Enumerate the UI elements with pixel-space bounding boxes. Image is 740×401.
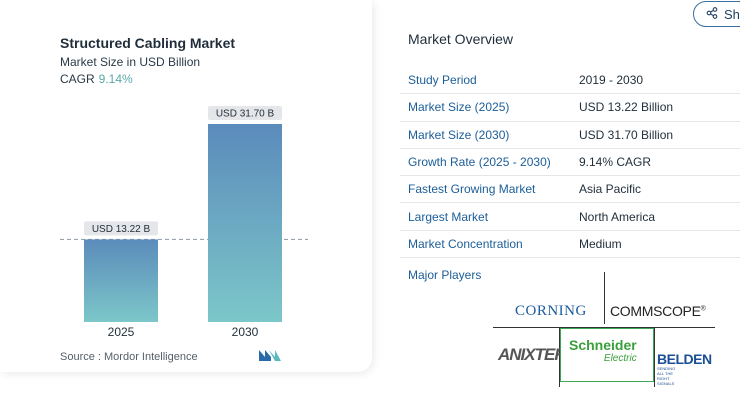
cagr-row: CAGR 9.14% <box>60 72 133 86</box>
cagr-value: 9.14% <box>98 72 133 86</box>
data-label: USD 31.70 B <box>216 109 275 120</box>
corning-logo: CORNING <box>515 303 587 319</box>
grid-divider <box>559 327 560 387</box>
overview-row: Market Concentration Medium <box>400 231 740 259</box>
anixter-logo: ANIXTER <box>498 345 567 364</box>
belden-tagline: SENDING ALL THE RIGHT SIGNALS <box>657 366 676 386</box>
overview-row: Growth Rate (2025 - 2030) 9.14% CAGR <box>400 149 740 177</box>
chart-card: Structured Cabling Market Market Size in… <box>0 0 372 372</box>
commscope-text: COMMSCOPE <box>610 303 701 319</box>
overview-row: Fastest Growing Market Asia Pacific <box>400 176 740 204</box>
overview-value: USD 31.70 Billion <box>579 127 674 142</box>
share-icon <box>706 6 718 22</box>
overview-table: Study Period 2019 - 2030 Market Size (202… <box>400 67 740 259</box>
share-button[interactable]: Sha <box>693 1 740 27</box>
bar-chart: USD 13.22 B 2025 USD 31.70 B 2030 <box>60 106 308 339</box>
overview-value: North America <box>579 209 656 224</box>
commscope-logo: COMMSCOPE® <box>610 303 706 319</box>
overview-value: 9.14% CAGR <box>579 155 652 170</box>
grid-divider <box>654 327 655 387</box>
overview-row: Study Period 2019 - 2030 <box>400 67 740 95</box>
overview-key: Market Size (2025) <box>408 100 510 115</box>
overview-row: Market Size (2025) USD 13.22 Billion <box>400 94 740 122</box>
major-players-label: Major Players <box>408 268 482 282</box>
overview-row: Market Size (2030) USD 31.70 Billion <box>400 122 740 149</box>
grid-divider <box>493 327 715 328</box>
x-tick-label: 2025 <box>108 325 135 339</box>
overview-key: Growth Rate (2025 - 2030) <box>408 155 551 170</box>
schneider-subtext: Electric <box>603 353 637 364</box>
overview-key: Largest Market <box>408 209 489 224</box>
overview-title: Market Overview <box>408 31 514 47</box>
schneider-logo: Schneider Electric <box>569 337 637 365</box>
schneider-logo-box <box>560 328 654 382</box>
bar-2030 <box>208 124 282 322</box>
overview-value: 2019 - 2030 <box>579 73 644 88</box>
chart-source: Source : Mordor Intelligence <box>60 351 198 363</box>
x-tick-label: 2030 <box>232 325 259 339</box>
overview-key: Study Period <box>408 73 477 88</box>
schneider-text: Schneider <box>569 337 637 353</box>
data-label-bg <box>84 221 158 236</box>
mordor-logo-icon <box>259 350 281 361</box>
overview-value: USD 13.22 Billion <box>579 100 674 115</box>
data-label-bg <box>208 106 282 120</box>
data-label: USD 13.22 B <box>92 224 151 235</box>
chart-title: Structured Cabling Market <box>60 35 236 51</box>
overview-value: Asia Pacific <box>579 182 642 197</box>
belden-logo: BELDEN <box>657 351 712 367</box>
overview-key: Fastest Growing Market <box>408 182 536 197</box>
grid-divider <box>604 272 605 324</box>
chart-subtitle: Market Size in USD Billion <box>60 55 201 69</box>
overview-key: Market Size (2030) <box>408 127 510 142</box>
overview-value: Medium <box>579 236 622 251</box>
overview-key: Market Concentration <box>408 236 523 251</box>
bar-2025 <box>84 239 158 322</box>
share-label: Sha <box>724 6 740 22</box>
overview-row: Largest Market North America <box>400 203 740 231</box>
cagr-label: CAGR <box>60 72 95 86</box>
